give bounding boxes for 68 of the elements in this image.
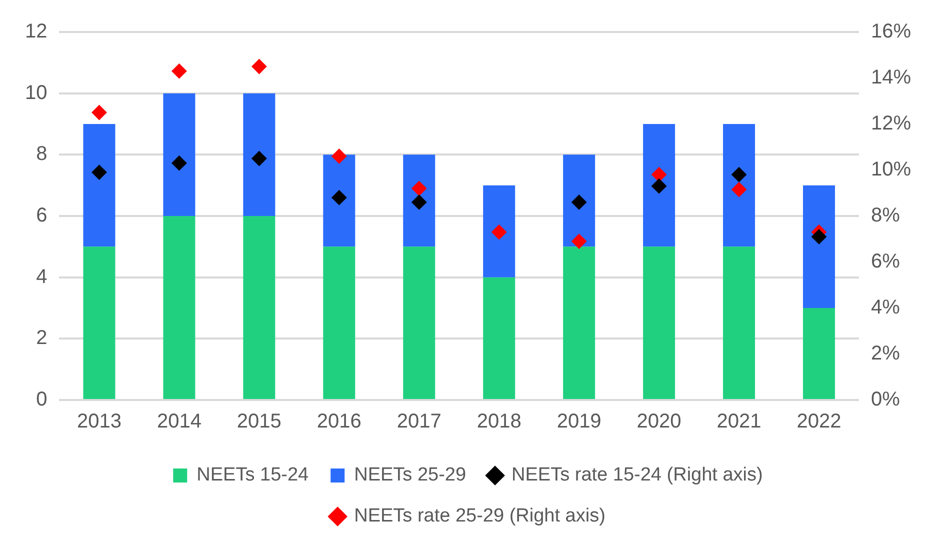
bar xyxy=(83,246,116,399)
point xyxy=(92,105,107,120)
x-tick-label: 2020 xyxy=(636,410,682,433)
point xyxy=(492,224,507,240)
bar xyxy=(723,246,756,399)
bar xyxy=(723,124,756,247)
y-tick-label: 10 xyxy=(24,82,48,104)
y2-tick-label: 10% xyxy=(870,158,912,181)
point xyxy=(172,64,187,79)
bar xyxy=(643,246,676,399)
legend-label: NEETs 25-29 xyxy=(354,464,466,486)
bar xyxy=(483,277,516,399)
legend-label: NEETs rate 25-29 (Right axis) xyxy=(354,506,606,527)
bar xyxy=(802,185,835,308)
bar xyxy=(243,93,276,216)
y2-tick-label: 12% xyxy=(870,112,912,135)
point xyxy=(252,59,267,74)
x-tick-label: 2017 xyxy=(396,410,442,433)
x-tick-label: 2015 xyxy=(236,410,282,433)
point xyxy=(572,234,587,249)
y-tick-label: 6 xyxy=(36,204,48,227)
point xyxy=(732,182,747,198)
bar xyxy=(243,216,276,399)
bar xyxy=(83,124,116,247)
y2-tick-label: 8% xyxy=(870,204,900,227)
point xyxy=(811,229,826,244)
bar xyxy=(163,216,196,399)
bar xyxy=(802,308,835,399)
point xyxy=(572,194,587,210)
y-tick-label: 8 xyxy=(36,143,48,166)
y-tick-label: 4 xyxy=(36,266,48,288)
point xyxy=(252,151,267,166)
x-tick-label: 2019 xyxy=(556,410,602,433)
bar xyxy=(563,246,596,399)
x-tick-label: 2021 xyxy=(716,410,762,433)
point xyxy=(92,164,107,180)
y2-tick-label: 14% xyxy=(870,66,912,89)
point xyxy=(332,190,347,206)
point xyxy=(732,167,747,182)
y2-tick-label: 0% xyxy=(870,388,900,411)
y2-tick-label: 2% xyxy=(870,342,900,365)
x-tick-label: 2013 xyxy=(76,410,122,433)
point xyxy=(652,167,667,182)
y2-tick-label: 16% xyxy=(870,20,912,43)
point xyxy=(332,148,347,164)
legend-label: NEETs rate 15-24 (Right axis) xyxy=(512,464,763,486)
point xyxy=(412,194,427,210)
bar xyxy=(403,154,436,247)
y-tick-label: 0 xyxy=(36,388,48,411)
bar xyxy=(643,124,676,247)
y2-tick-label: 4% xyxy=(870,296,900,319)
x-tick-label: 2022 xyxy=(796,410,842,433)
x-tick-label: 2014 xyxy=(156,410,202,433)
point xyxy=(172,156,187,171)
point xyxy=(652,178,667,194)
bar xyxy=(323,154,356,247)
y-tick-label: 2 xyxy=(36,327,48,350)
y2-tick-label: 6% xyxy=(870,250,900,273)
bar xyxy=(323,246,356,399)
x-tick-label: 2016 xyxy=(316,410,362,433)
bar xyxy=(483,185,516,278)
bar xyxy=(563,154,596,247)
x-tick-label: 2018 xyxy=(476,410,522,433)
legend-label: NEETs 15-24 xyxy=(196,464,310,486)
bar xyxy=(163,93,196,216)
y-tick-label: 12 xyxy=(24,20,48,43)
bar xyxy=(403,246,436,399)
point xyxy=(412,180,427,196)
